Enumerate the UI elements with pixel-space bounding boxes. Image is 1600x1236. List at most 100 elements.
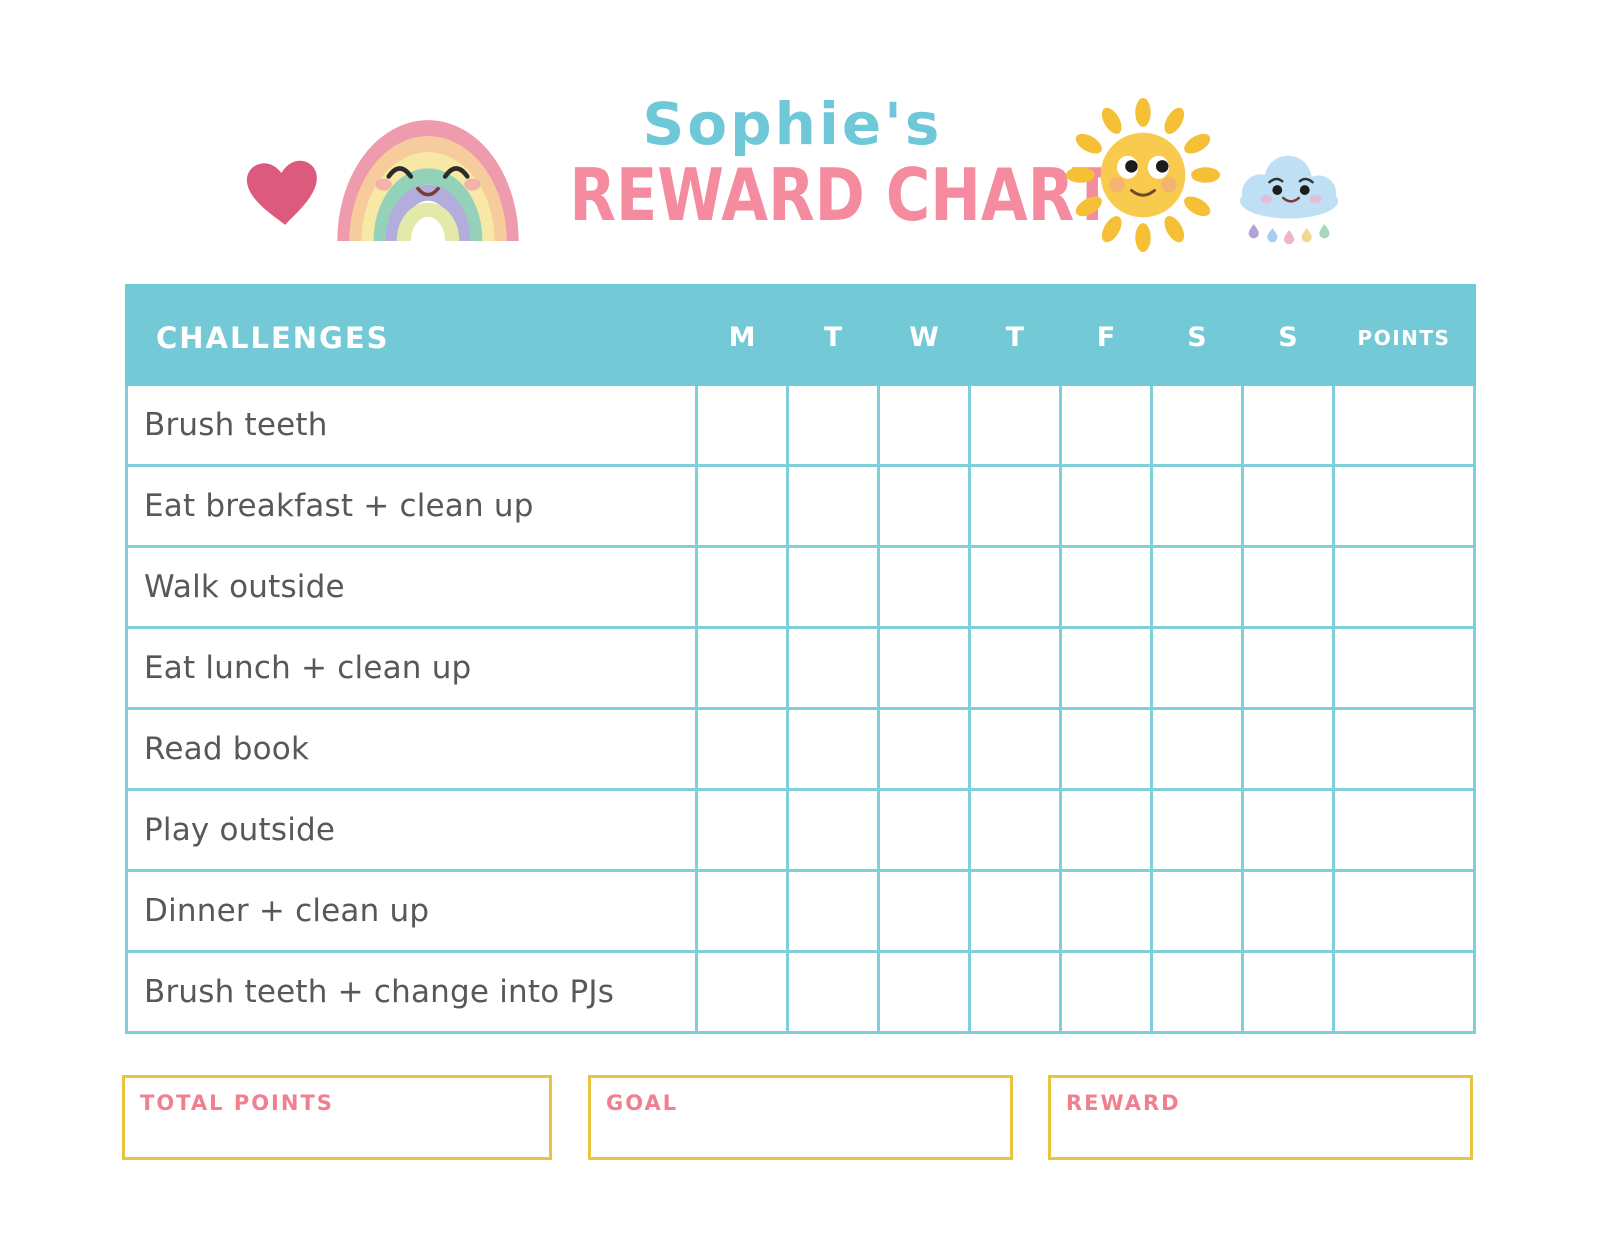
- reward-box[interactable]: REWARD: [1048, 1075, 1473, 1160]
- points-cell[interactable]: [1332, 626, 1476, 710]
- day-cell[interactable]: [877, 545, 971, 629]
- goal-value[interactable]: [606, 1117, 1010, 1141]
- rainbow-icon: [336, 114, 520, 241]
- day-cell[interactable]: [695, 707, 789, 791]
- day-cell[interactable]: [877, 788, 971, 872]
- column-header-friday: F: [1059, 284, 1153, 386]
- day-cell[interactable]: [1150, 626, 1244, 710]
- day-cell[interactable]: [877, 383, 971, 467]
- day-cell[interactable]: [786, 464, 880, 548]
- day-cell[interactable]: [877, 707, 971, 791]
- points-cell[interactable]: [1332, 869, 1476, 953]
- day-cell[interactable]: [1150, 464, 1244, 548]
- day-cell[interactable]: [695, 383, 789, 467]
- points-cell[interactable]: [1332, 707, 1476, 791]
- column-header-sunday: S: [1241, 284, 1335, 386]
- day-cell[interactable]: [786, 950, 880, 1034]
- day-cell[interactable]: [786, 383, 880, 467]
- page-title: REWARD CHART: [569, 153, 1113, 237]
- day-cell[interactable]: [1241, 383, 1335, 467]
- day-cell[interactable]: [695, 626, 789, 710]
- day-cell[interactable]: [786, 626, 880, 710]
- day-cell[interactable]: [786, 869, 880, 953]
- table-header-row: CHALLENGES M T W T F S S POINTS: [125, 284, 1476, 386]
- points-cell[interactable]: [1332, 464, 1476, 548]
- day-cell[interactable]: [786, 545, 880, 629]
- total-points-value[interactable]: [140, 1117, 549, 1141]
- points-cell[interactable]: [1332, 950, 1476, 1034]
- day-cell[interactable]: [968, 950, 1062, 1034]
- day-cell[interactable]: [968, 383, 1062, 467]
- day-cell[interactable]: [1059, 950, 1153, 1034]
- goal-box[interactable]: GOAL: [588, 1075, 1013, 1160]
- day-cell[interactable]: [1241, 464, 1335, 548]
- column-header-saturday: S: [1150, 284, 1244, 386]
- sun-icon: [1066, 98, 1220, 252]
- points-cell[interactable]: [1332, 383, 1476, 467]
- table-row: Dinner + clean up: [125, 869, 1476, 953]
- day-cell[interactable]: [695, 950, 789, 1034]
- total-points-box[interactable]: TOTAL POINTS: [122, 1075, 552, 1160]
- day-cell[interactable]: [1241, 707, 1335, 791]
- day-cell[interactable]: [968, 464, 1062, 548]
- points-cell[interactable]: [1332, 788, 1476, 872]
- column-header-monday: M: [695, 284, 789, 386]
- column-header-points: POINTS: [1332, 284, 1476, 386]
- day-cell[interactable]: [1059, 626, 1153, 710]
- day-cell[interactable]: [695, 788, 789, 872]
- day-cell[interactable]: [1241, 545, 1335, 629]
- reward-table: CHALLENGES M T W T F S S POINTS Brush te…: [125, 284, 1476, 1034]
- challenge-label: Play outside: [125, 788, 698, 872]
- day-cell[interactable]: [1150, 383, 1244, 467]
- day-cell[interactable]: [968, 545, 1062, 629]
- day-cell[interactable]: [877, 950, 971, 1034]
- challenge-label: Dinner + clean up: [125, 869, 698, 953]
- day-cell[interactable]: [877, 464, 971, 548]
- day-cell[interactable]: [968, 707, 1062, 791]
- challenge-label: Read book: [125, 707, 698, 791]
- day-cell[interactable]: [877, 626, 971, 710]
- column-header-challenges: CHALLENGES: [125, 284, 698, 386]
- day-cell[interactable]: [786, 788, 880, 872]
- day-cell[interactable]: [1150, 950, 1244, 1034]
- day-cell[interactable]: [695, 464, 789, 548]
- day-cell[interactable]: [1059, 545, 1153, 629]
- day-cell[interactable]: [968, 869, 1062, 953]
- day-cell[interactable]: [695, 869, 789, 953]
- points-cell[interactable]: [1332, 545, 1476, 629]
- table-row: Eat lunch + clean up: [125, 626, 1476, 710]
- challenge-label: Walk outside: [125, 545, 698, 629]
- day-cell[interactable]: [1150, 545, 1244, 629]
- day-cell[interactable]: [1059, 707, 1153, 791]
- day-cell[interactable]: [1059, 383, 1153, 467]
- day-cell[interactable]: [1241, 626, 1335, 710]
- reward-value[interactable]: [1066, 1117, 1470, 1141]
- table-row: Read book: [125, 707, 1476, 791]
- day-cell[interactable]: [1059, 869, 1153, 953]
- chart-header: Sophie's REWARD CHART: [0, 0, 1600, 260]
- day-cell[interactable]: [1150, 707, 1244, 791]
- table-row: Walk outside: [125, 545, 1476, 629]
- day-cell[interactable]: [1059, 464, 1153, 548]
- challenge-label: Brush teeth: [125, 383, 698, 467]
- day-cell[interactable]: [786, 707, 880, 791]
- total-points-label: TOTAL POINTS: [140, 1091, 334, 1115]
- goal-label: GOAL: [606, 1091, 679, 1115]
- day-cell[interactable]: [1150, 788, 1244, 872]
- day-cell[interactable]: [1241, 869, 1335, 953]
- challenge-label: Eat breakfast + clean up: [125, 464, 698, 548]
- table-row: Play outside: [125, 788, 1476, 872]
- challenge-label: Eat lunch + clean up: [125, 626, 698, 710]
- column-header-tuesday: T: [786, 284, 880, 386]
- day-cell[interactable]: [1059, 788, 1153, 872]
- table-row: Brush teeth + change into PJs: [125, 950, 1476, 1034]
- day-cell[interactable]: [968, 626, 1062, 710]
- reward-label: REWARD: [1066, 1091, 1181, 1115]
- day-cell[interactable]: [1241, 788, 1335, 872]
- day-cell[interactable]: [1241, 950, 1335, 1034]
- day-cell[interactable]: [877, 869, 971, 953]
- day-cell[interactable]: [968, 788, 1062, 872]
- day-cell[interactable]: [695, 545, 789, 629]
- table-row: Eat breakfast + clean up: [125, 464, 1476, 548]
- day-cell[interactable]: [1150, 869, 1244, 953]
